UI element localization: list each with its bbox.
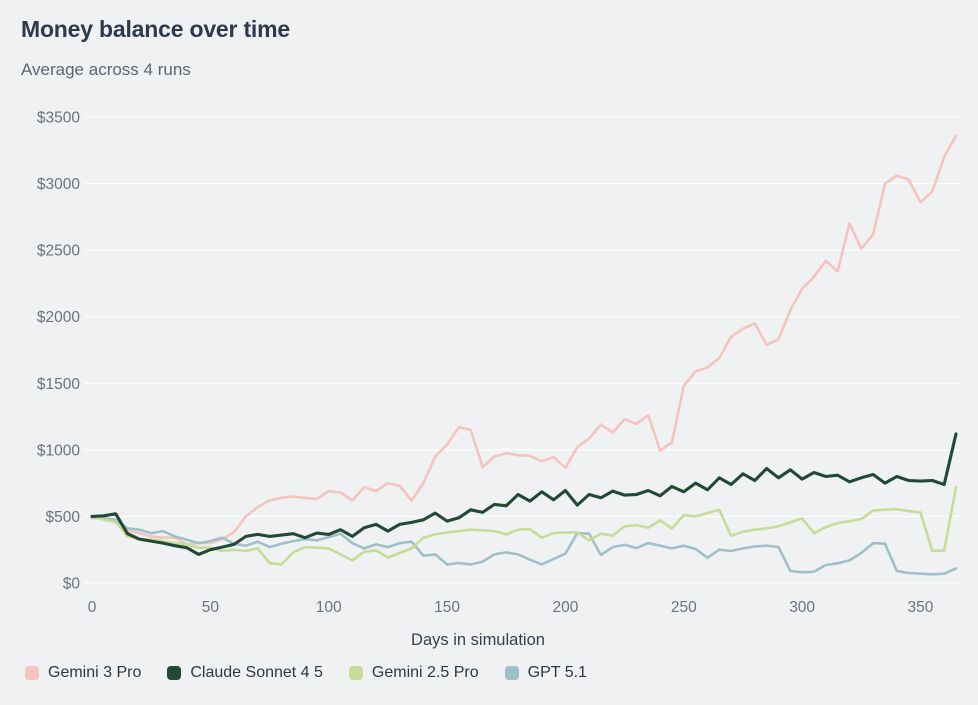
- x-axis-title: Days in simulation: [411, 631, 545, 649]
- x-tick-label: 150: [434, 599, 460, 616]
- page-title: Money balance over time: [21, 16, 290, 42]
- legend-swatch-gemini-2-5-pro: [348, 666, 363, 680]
- legend-label: GPT 5.1: [527, 664, 587, 681]
- series-lines: [90, 134, 958, 576]
- y-tick-label: $3000: [37, 176, 80, 193]
- legend-swatch-gemini-3-pro: [25, 666, 39, 680]
- x-axis-tick-labels: 0 50 100 150 200 250 300 350: [88, 599, 934, 616]
- legend-label: Gemini 3 Pro: [48, 664, 142, 681]
- x-tick-label: 50: [202, 599, 220, 616]
- legend-item-claude-sonnet-4-5: Claude Sonnet 4 5: [167, 664, 323, 682]
- y-tick-label: $500: [46, 509, 81, 526]
- series-line-gemini-2-5-pro: [90, 485, 958, 566]
- x-tick-label: 200: [552, 599, 578, 616]
- series-line-gemini-3-pro: [90, 134, 958, 546]
- y-axis-tick-labels: $0 $500 $1000 $1500 $2000 $2500 $3000 $3500: [37, 110, 80, 593]
- legend-label: Claude Sonnet 4 5: [190, 664, 323, 681]
- x-tick-label: 250: [671, 599, 697, 616]
- y-tick-label: $3500: [37, 110, 80, 127]
- x-tick-label: 350: [908, 599, 934, 616]
- chart-subtitle: Average across 4 runs: [21, 60, 191, 79]
- x-tick-label: 0: [88, 599, 97, 616]
- legend-swatch-gpt-5-1: [504, 666, 519, 680]
- gridlines: [84, 116, 960, 584]
- legend-item-gemini-3-pro: Gemini 3 Pro: [25, 664, 141, 682]
- y-tick-label: $2000: [37, 309, 80, 326]
- legend-item-gpt-5-1: GPT 5.1: [504, 664, 587, 682]
- x-tick-label: 100: [316, 599, 342, 616]
- y-tick-label: $0: [63, 576, 81, 593]
- y-tick-label: $2500: [37, 243, 80, 260]
- series-line-claude-sonnet-4-5: [90, 432, 958, 556]
- chart-legend: Gemini 3 Pro Claude Sonnet 4 5 Gemini 2.5 …: [25, 664, 587, 682]
- legend-label: Gemini 2.5 Pro: [371, 664, 479, 681]
- y-tick-label: $1500: [37, 376, 80, 393]
- legend-swatch-claude-sonnet-4-5: [167, 666, 182, 680]
- y-tick-label: $1000: [37, 442, 80, 459]
- x-tick-label: 300: [789, 599, 815, 616]
- legend-item-gemini-2-5-pro: Gemini 2.5 Pro: [348, 664, 479, 682]
